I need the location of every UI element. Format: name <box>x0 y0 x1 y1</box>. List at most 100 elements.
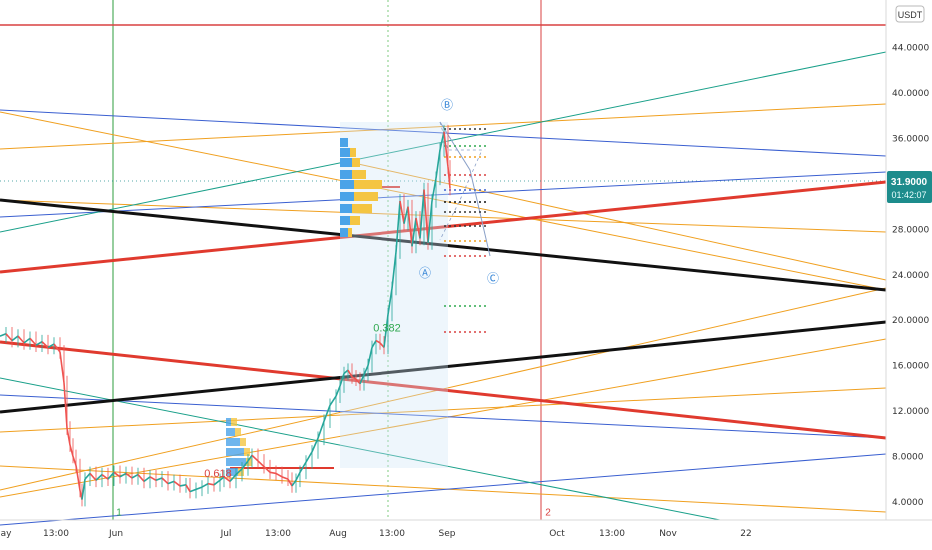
trend-line <box>0 387 887 433</box>
y-tick-label: 44.0000 <box>892 44 929 54</box>
price-segment <box>443 131 449 167</box>
price-segment <box>371 340 377 348</box>
price-segment <box>229 474 237 482</box>
price-segment <box>81 479 86 500</box>
price-segment <box>63 382 68 429</box>
price-segment <box>351 376 357 380</box>
volume-bar-buy <box>226 428 235 436</box>
trend-line <box>0 340 887 440</box>
price-segment <box>347 369 353 378</box>
trend-line <box>0 111 887 291</box>
volume-profile <box>226 138 382 476</box>
price-segment <box>219 476 225 481</box>
price-segment <box>423 189 429 244</box>
x-tick-label: 22 <box>740 529 751 539</box>
price-segment <box>269 471 277 475</box>
volume-bar-buy <box>226 418 231 426</box>
price-segment <box>411 217 417 247</box>
price-segment <box>84 472 91 480</box>
y-tick-label: 24.0000 <box>892 271 929 281</box>
x-tick-label: Aug <box>329 529 347 539</box>
price-segment <box>383 314 389 348</box>
y-tick-label: 40.0000 <box>892 89 929 99</box>
price-segment <box>311 437 319 453</box>
wave-pattern <box>439 121 491 333</box>
volume-bar-sell <box>244 448 250 456</box>
time-axis[interactable]: ay 13:00 Jun Jul 13:00 Aug 13:00 Sep Oct 13:00 Nov… <box>1 529 752 539</box>
price-segment <box>415 217 421 239</box>
trend-line <box>0 338 887 498</box>
price-segment <box>23 337 31 344</box>
volume-bar-buy <box>340 170 352 179</box>
price-segment <box>66 427 71 446</box>
volume-bar-buy <box>340 138 348 147</box>
y-tick-label: 16.0000 <box>892 362 929 372</box>
price-segment <box>323 405 331 422</box>
price-segment <box>41 341 49 349</box>
price-segment <box>119 472 127 478</box>
price-segment <box>305 451 313 463</box>
x-tick-label: 13:00 <box>599 529 625 539</box>
volume-bar-buy <box>340 228 348 237</box>
price-segment <box>399 200 405 224</box>
volume-bar-buy <box>340 216 350 225</box>
price-segment <box>359 374 365 385</box>
volume-bar-sell <box>352 170 366 179</box>
price-segment <box>299 461 307 473</box>
price-segment <box>291 479 297 487</box>
volume-bar-buy <box>340 204 352 213</box>
volume-bar-sell <box>350 148 356 157</box>
volume-bar-sell <box>238 468 244 476</box>
price-segment <box>387 288 393 315</box>
price-segment <box>235 468 243 476</box>
chart-annotations: Ⓑ Ⓐ Ⓒ 0.382 0.618 1 2 <box>116 98 551 518</box>
price-segment <box>335 385 341 397</box>
volume-bar-sell <box>231 418 237 426</box>
price-segment <box>179 484 187 487</box>
price-segment <box>89 472 97 481</box>
trend-line <box>0 453 887 526</box>
price-segment <box>355 378 361 385</box>
trend-lines <box>0 51 887 526</box>
trend-line <box>0 180 887 274</box>
price-segment <box>403 206 409 224</box>
price-segment <box>53 343 61 353</box>
price-segment <box>201 482 209 488</box>
y-tick-label: 20.0000 <box>892 316 929 326</box>
price-segment <box>137 474 145 482</box>
price-segment <box>131 473 139 479</box>
trend-line <box>0 198 887 292</box>
price-segment <box>431 178 437 202</box>
volume-bar-buy <box>226 458 246 466</box>
trend-line <box>0 320 887 414</box>
volume-bar-buy <box>226 448 244 456</box>
chart-annotation: Ⓒ <box>487 272 499 286</box>
x-tick-label: Sep <box>439 529 456 539</box>
volume-bar-sell <box>240 438 246 446</box>
y-tick-label: 8.0000 <box>892 452 924 462</box>
volume-bar-buy <box>226 468 238 476</box>
price-segment <box>189 488 197 493</box>
volume-bar-buy <box>340 192 354 201</box>
price-segment <box>213 479 221 486</box>
price-segment <box>101 473 109 480</box>
price-segment <box>439 131 445 151</box>
trend-line <box>0 199 887 233</box>
price-segment <box>155 477 163 482</box>
volume-bar-sell <box>235 428 241 436</box>
currency-button[interactable]: USDT <box>895 5 925 23</box>
price-segment <box>72 456 77 466</box>
price-segment <box>29 337 37 346</box>
x-tick-label: 13:00 <box>265 529 291 539</box>
price-axis[interactable]: 44.000040.000036.000032.000028.000024.00… <box>892 44 929 508</box>
volume-bar-buy <box>340 148 350 157</box>
price-segment <box>47 343 55 349</box>
trend-line <box>0 394 887 439</box>
price-segment <box>263 466 271 473</box>
price-segment <box>419 189 425 239</box>
y-tick-label: 28.0000 <box>892 225 929 235</box>
price-segment <box>35 341 43 346</box>
price-segment <box>407 206 413 247</box>
price-segment <box>251 454 259 462</box>
